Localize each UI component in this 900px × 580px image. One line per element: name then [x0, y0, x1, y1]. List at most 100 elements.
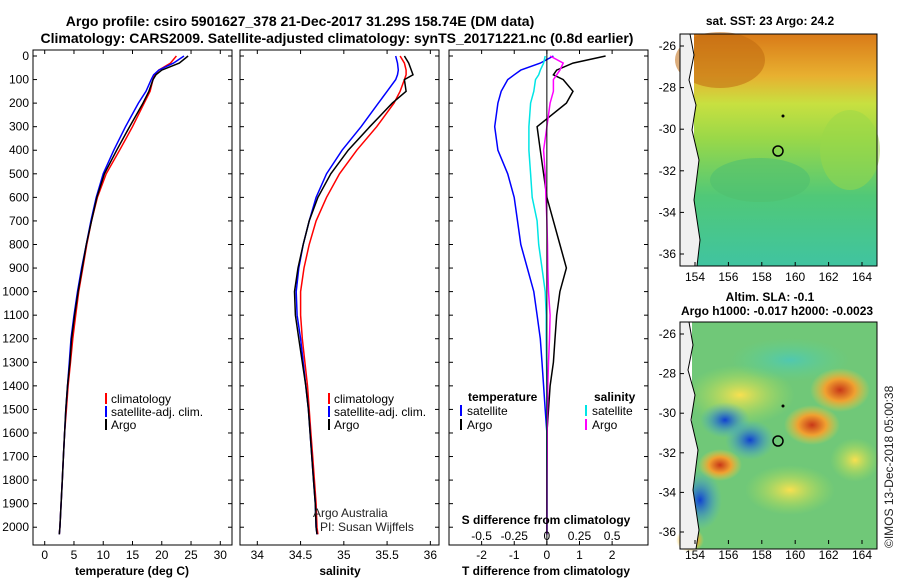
depth-tick-label: 700 — [9, 214, 29, 228]
depth-tick-label: 400 — [9, 143, 29, 157]
imos-credit: ©IMOS 13-Dec-2018 05:00:38 — [882, 385, 896, 548]
x-tick-label: 0 — [41, 548, 48, 562]
sla-high-e — [745, 465, 835, 515]
legend-label-t-satellite: satellite — [467, 404, 508, 418]
x-tick-label: 15 — [126, 548, 140, 562]
legend-swatch-t-argo — [460, 419, 462, 430]
depth-tick-label: 1600 — [2, 426, 29, 440]
lon-tick-label: 162 — [819, 270, 839, 284]
salinity-chart: 34 34.5 35 35.5 36 — [251, 50, 438, 562]
sla-map: Altim. SLA: -0.1 Argo h1000: -0.017 h200… — [659, 290, 880, 562]
lon-tick-label: 158 — [752, 548, 772, 562]
lat-tick-label: -30 — [659, 406, 677, 420]
legend-swatch-t-satellite — [460, 405, 462, 416]
legend-label-s-argo: Argo — [592, 418, 618, 432]
x-tick-label: 34.5 — [289, 548, 313, 562]
lon-tick-label: 164 — [852, 548, 872, 562]
sla-mid-a — [730, 338, 850, 382]
sla-map-frame — [679, 321, 878, 550]
lat-tick-label: -36 — [659, 247, 677, 261]
salinity-legend: climatology satellite-adj. clim. Argo Ar… — [313, 392, 426, 534]
x-tick-label: 20 — [155, 548, 169, 562]
temperature-xlabel: temperature (deg C) — [75, 564, 189, 578]
series-line-climatology — [299, 55, 407, 535]
legend-swatch-argo — [328, 419, 330, 430]
cool-patch — [710, 158, 810, 202]
salinity-panel-frame — [239, 49, 440, 546]
difference-panel-frame — [448, 49, 649, 546]
sla-high-c — [784, 405, 840, 445]
legend-swatch-climatology — [328, 393, 330, 404]
lat-tick-label: -26 — [659, 327, 677, 341]
lon-tick-label: 156 — [718, 270, 738, 284]
legend-label-climatology: climatology — [334, 392, 394, 406]
argo-position-marker — [772, 145, 784, 157]
legend-swatch-climatology — [105, 393, 107, 404]
depth-tick-label: 1700 — [2, 450, 29, 464]
sst-map-frame — [679, 33, 878, 267]
sla-low-b — [725, 420, 775, 460]
depth-tick-label: 2000 — [2, 520, 29, 534]
legend-swatch-satellite — [105, 406, 107, 417]
temperature-chart: 0 5 10 15 20 25 30 — [41, 50, 227, 562]
argo-position-marker-bottom — [772, 435, 784, 447]
lat-tick-label: -36 — [659, 525, 677, 539]
lon-tick-label: 162 — [819, 548, 839, 562]
lon-tick-label: 164 — [852, 270, 872, 284]
series-line-argo — [58, 55, 189, 535]
s-tick-label: -0.25 — [501, 529, 529, 543]
lon-tick-label: 160 — [785, 548, 805, 562]
x-tick-label: 25 — [184, 548, 198, 562]
legend-label-s-satellite: satellite — [592, 404, 633, 418]
figure-title-line2: Climatology: CARS2009. Satellite-adjuste… — [41, 30, 634, 46]
previous-position-marker — [781, 114, 785, 118]
depth-tick-label: 1000 — [2, 285, 29, 299]
lon-tick-label: 154 — [685, 548, 705, 562]
sla-map-title1: Altim. SLA: -0.1 — [726, 290, 815, 304]
depth-tick-label: 500 — [9, 167, 29, 181]
lat-tick-label: -34 — [659, 205, 677, 219]
legend-swatch-argo — [105, 419, 107, 430]
warm-patch — [675, 32, 765, 88]
depth-tick-label: 1200 — [2, 332, 29, 346]
difference-legend: temperature satellite Argo salinity sate… — [460, 390, 636, 432]
temperature-legend: climatology satellite-adj. clim. Argo — [105, 392, 203, 432]
depth-tick-label: 1100 — [3, 308, 29, 322]
legend-label-t-argo: Argo — [467, 418, 493, 432]
x-tick-label: 36 — [424, 548, 438, 562]
x-tick-label: -2 — [476, 548, 487, 562]
s-tick-label: 0.5 — [604, 529, 621, 543]
series-line-t-satellite — [493, 55, 554, 535]
depth-tick-label: 200 — [9, 96, 29, 110]
depth-tick-label: 100 — [9, 73, 29, 87]
x-tick-label: 0 — [544, 548, 551, 562]
depth-tick-label: 1800 — [2, 473, 29, 487]
depth-tick-label: 0 — [22, 49, 29, 63]
legend-label-argo: Argo — [111, 418, 137, 432]
previous-position-marker-bottom — [781, 404, 785, 408]
legend-swatch-satellite — [328, 406, 330, 417]
mid-patch — [820, 110, 880, 190]
x-tick-label: 30 — [214, 548, 228, 562]
lon-tick-label: 158 — [752, 270, 772, 284]
x-tick-label: 35.5 — [375, 548, 399, 562]
legend-swatch-s-argo — [585, 419, 587, 430]
x-tick-label: 34 — [251, 548, 265, 562]
legend-label-climatology: climatology — [111, 392, 171, 406]
depth-tick-label: 800 — [9, 237, 29, 251]
sla-map-title2: Argo h1000: -0.017 h2000: -0.0023 — [681, 304, 873, 318]
legend-label-satellite: satellite-adj. clim. — [111, 405, 203, 419]
sla-high-b — [810, 368, 870, 412]
sst-map: sat. SST: 23 Argo: 24.2 -26-28-30-32-34-… — [659, 14, 880, 284]
sla-high-f — [830, 438, 880, 482]
pi-credit: PI: Susan Wijffels — [320, 520, 414, 534]
lat-tick-label: -26 — [659, 39, 677, 53]
series-line-argo — [293, 55, 414, 535]
depth-tick-label: 1900 — [2, 497, 29, 511]
depth-tick-label: 1400 — [2, 379, 29, 393]
lon-tick-label: 154 — [685, 270, 705, 284]
figure-title-line1: Argo profile: csiro 5901627_378 21-Dec-2… — [66, 13, 534, 29]
depth-tick-label: 600 — [9, 190, 29, 204]
lat-tick-label: -28 — [659, 81, 677, 95]
